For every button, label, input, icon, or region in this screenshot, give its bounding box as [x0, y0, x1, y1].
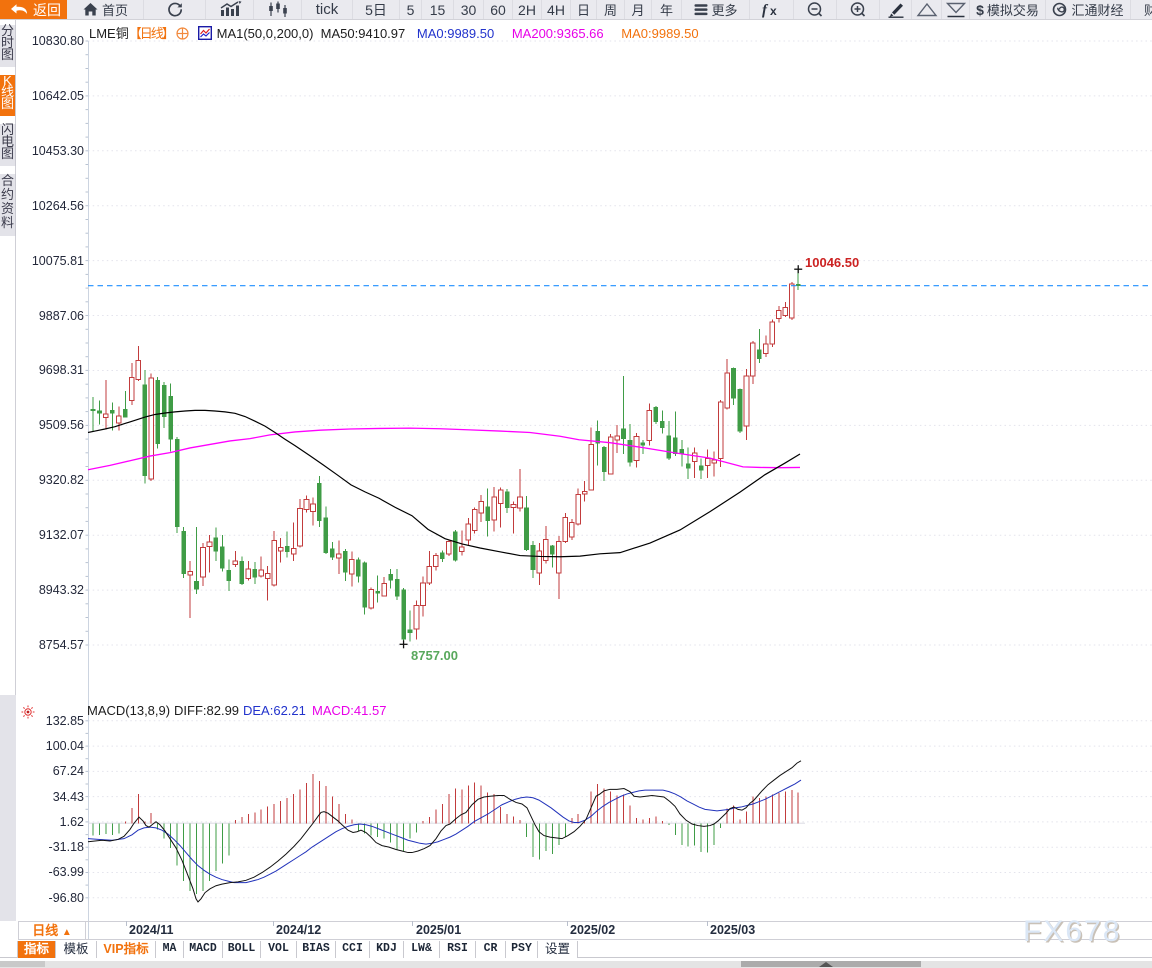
- svg-text:x: x: [770, 4, 777, 18]
- svg-text:f: f: [762, 3, 769, 19]
